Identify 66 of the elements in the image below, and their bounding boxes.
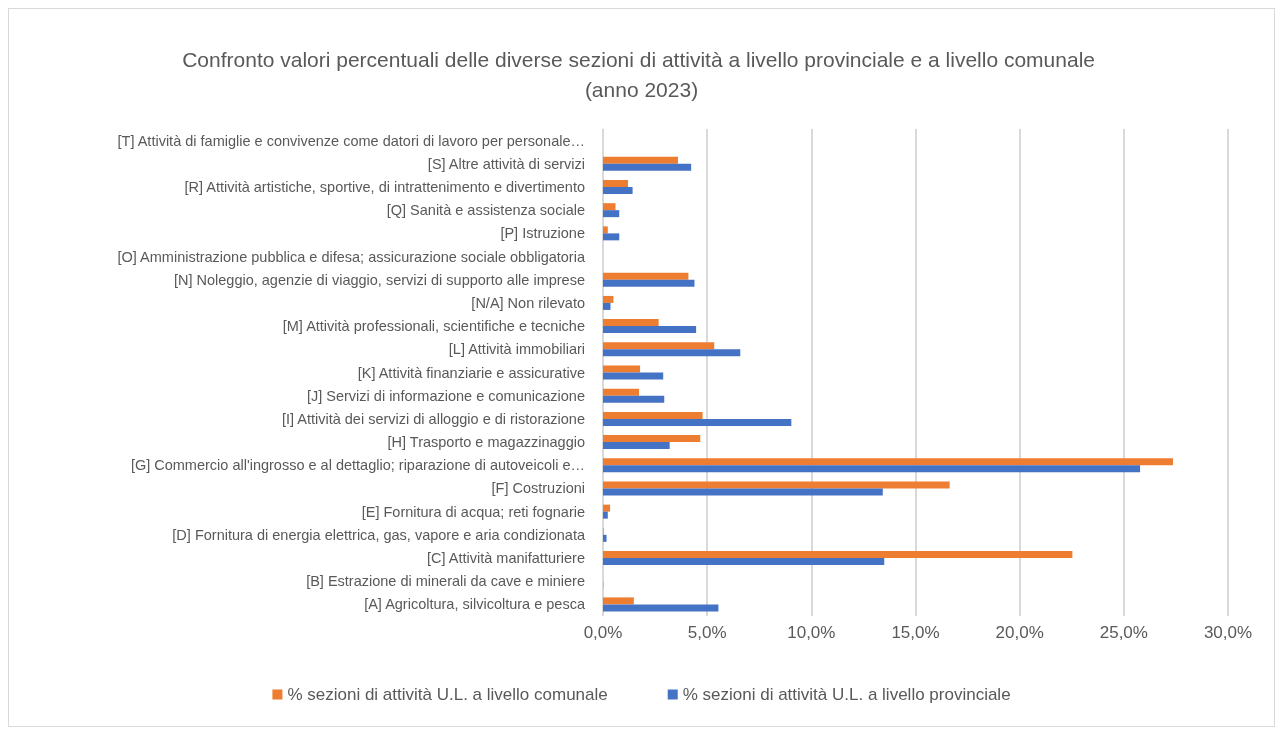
y-tick-label: [I] Attività dei servizi di alloggio e di ristorazione	[281, 410, 585, 427]
y-tick-label: [O] Amministrazione pubblica e difesa; assicurazione sociale obbligatoria	[117, 248, 586, 265]
bar	[603, 156, 678, 164]
bar	[603, 395, 665, 403]
y-tick-label: [J] Servizi di informazione e comunicazione	[306, 387, 585, 404]
bar	[603, 186, 633, 194]
y-tick-label: [Q] Sanità e assistenza sociale	[386, 202, 585, 219]
y-tick-label: [L] Attività immobiliari	[448, 341, 585, 358]
y-tick-label: [H] Trasporto e magazzinaggio	[387, 434, 585, 451]
y-tick-label: [M] Attività professionali, scientifiche e tecniche	[282, 318, 585, 335]
y-tick-label: [E] Fornitura di acqua; reti fognarie	[361, 503, 585, 520]
y-tick-label: [K] Attività finanziarie e assicurative	[357, 364, 585, 381]
chart-title: Confronto valori percentuali delle diverse sezioni di attività a livello provinciale e a livello comunale (anno 2023)	[182, 47, 1101, 101]
x-tick-label: 0,0%	[583, 623, 623, 642]
y-tick-label: [P] Istruzione	[500, 225, 585, 242]
bar	[603, 203, 616, 211]
bar	[603, 597, 634, 605]
x-tick-label: 20,0%	[995, 623, 1044, 642]
y-tick-label: [N] Noleggio, agenzie di viaggio, servizi di supporto alle imprese	[173, 271, 585, 288]
bar	[603, 349, 741, 357]
bar	[603, 411, 703, 419]
bar	[603, 388, 640, 396]
bar	[603, 226, 608, 234]
bar	[603, 534, 607, 542]
bar	[603, 481, 950, 489]
x-tick-label: 15,0%	[891, 623, 940, 642]
bar	[603, 365, 641, 373]
bar	[603, 558, 885, 566]
bar	[603, 279, 695, 287]
bar	[603, 504, 611, 512]
bar	[603, 435, 701, 443]
y-tick-label: [F] Costruzioni	[491, 480, 585, 497]
bar	[603, 326, 697, 334]
legend-label: % sezioni di attività U.L. a livello comunale	[287, 685, 608, 704]
bar	[603, 302, 611, 310]
bar	[603, 210, 620, 218]
bar	[603, 488, 883, 496]
bar	[603, 442, 670, 450]
bar	[603, 319, 659, 327]
y-tick-label: [C] Attività manifatturiere	[427, 550, 585, 567]
y-tick-label: [N/A] Non rilevato	[471, 294, 585, 311]
bar	[603, 295, 614, 303]
bar	[603, 465, 1141, 473]
bar	[603, 418, 792, 426]
x-tick-label: 10,0%	[787, 623, 836, 642]
bar	[603, 272, 689, 280]
bar	[603, 342, 715, 350]
bar	[603, 163, 692, 171]
y-tick-label: [B] Estrazione di minerali da cave e miniere	[306, 573, 585, 590]
legend-label: % sezioni di attività U.L. a livello provinciale	[682, 685, 1011, 704]
bar	[603, 233, 620, 241]
bar	[603, 551, 1073, 559]
y-tick-label: [A] Agricoltura, silvicoltura e pesca	[364, 596, 586, 613]
y-tick-label: [T] Attività di famiglie e convivenze come datori di lavoro per personale…	[117, 132, 585, 149]
bar	[603, 458, 1173, 466]
bar	[603, 372, 664, 380]
bar	[603, 511, 608, 519]
x-tick-label: 25,0%	[1099, 623, 1148, 642]
bar	[603, 604, 719, 612]
y-tick-label: [D] Fornitura di energia elettrica, gas, vapore e aria condizionata	[172, 526, 586, 543]
y-tick-label: [R] Attività artistiche, sportive, di intrattenimento e divertimento	[184, 178, 585, 195]
y-tick-label: [S] Altre attività di servizi	[427, 155, 585, 172]
y-tick-label: [G] Commercio all'ingrosso e al dettaglio; riparazione di autoveicoli e…	[130, 457, 585, 474]
x-tick-label: 30,0%	[1203, 623, 1253, 642]
x-tick-label: 5,0%	[687, 623, 727, 642]
bar	[603, 179, 628, 187]
